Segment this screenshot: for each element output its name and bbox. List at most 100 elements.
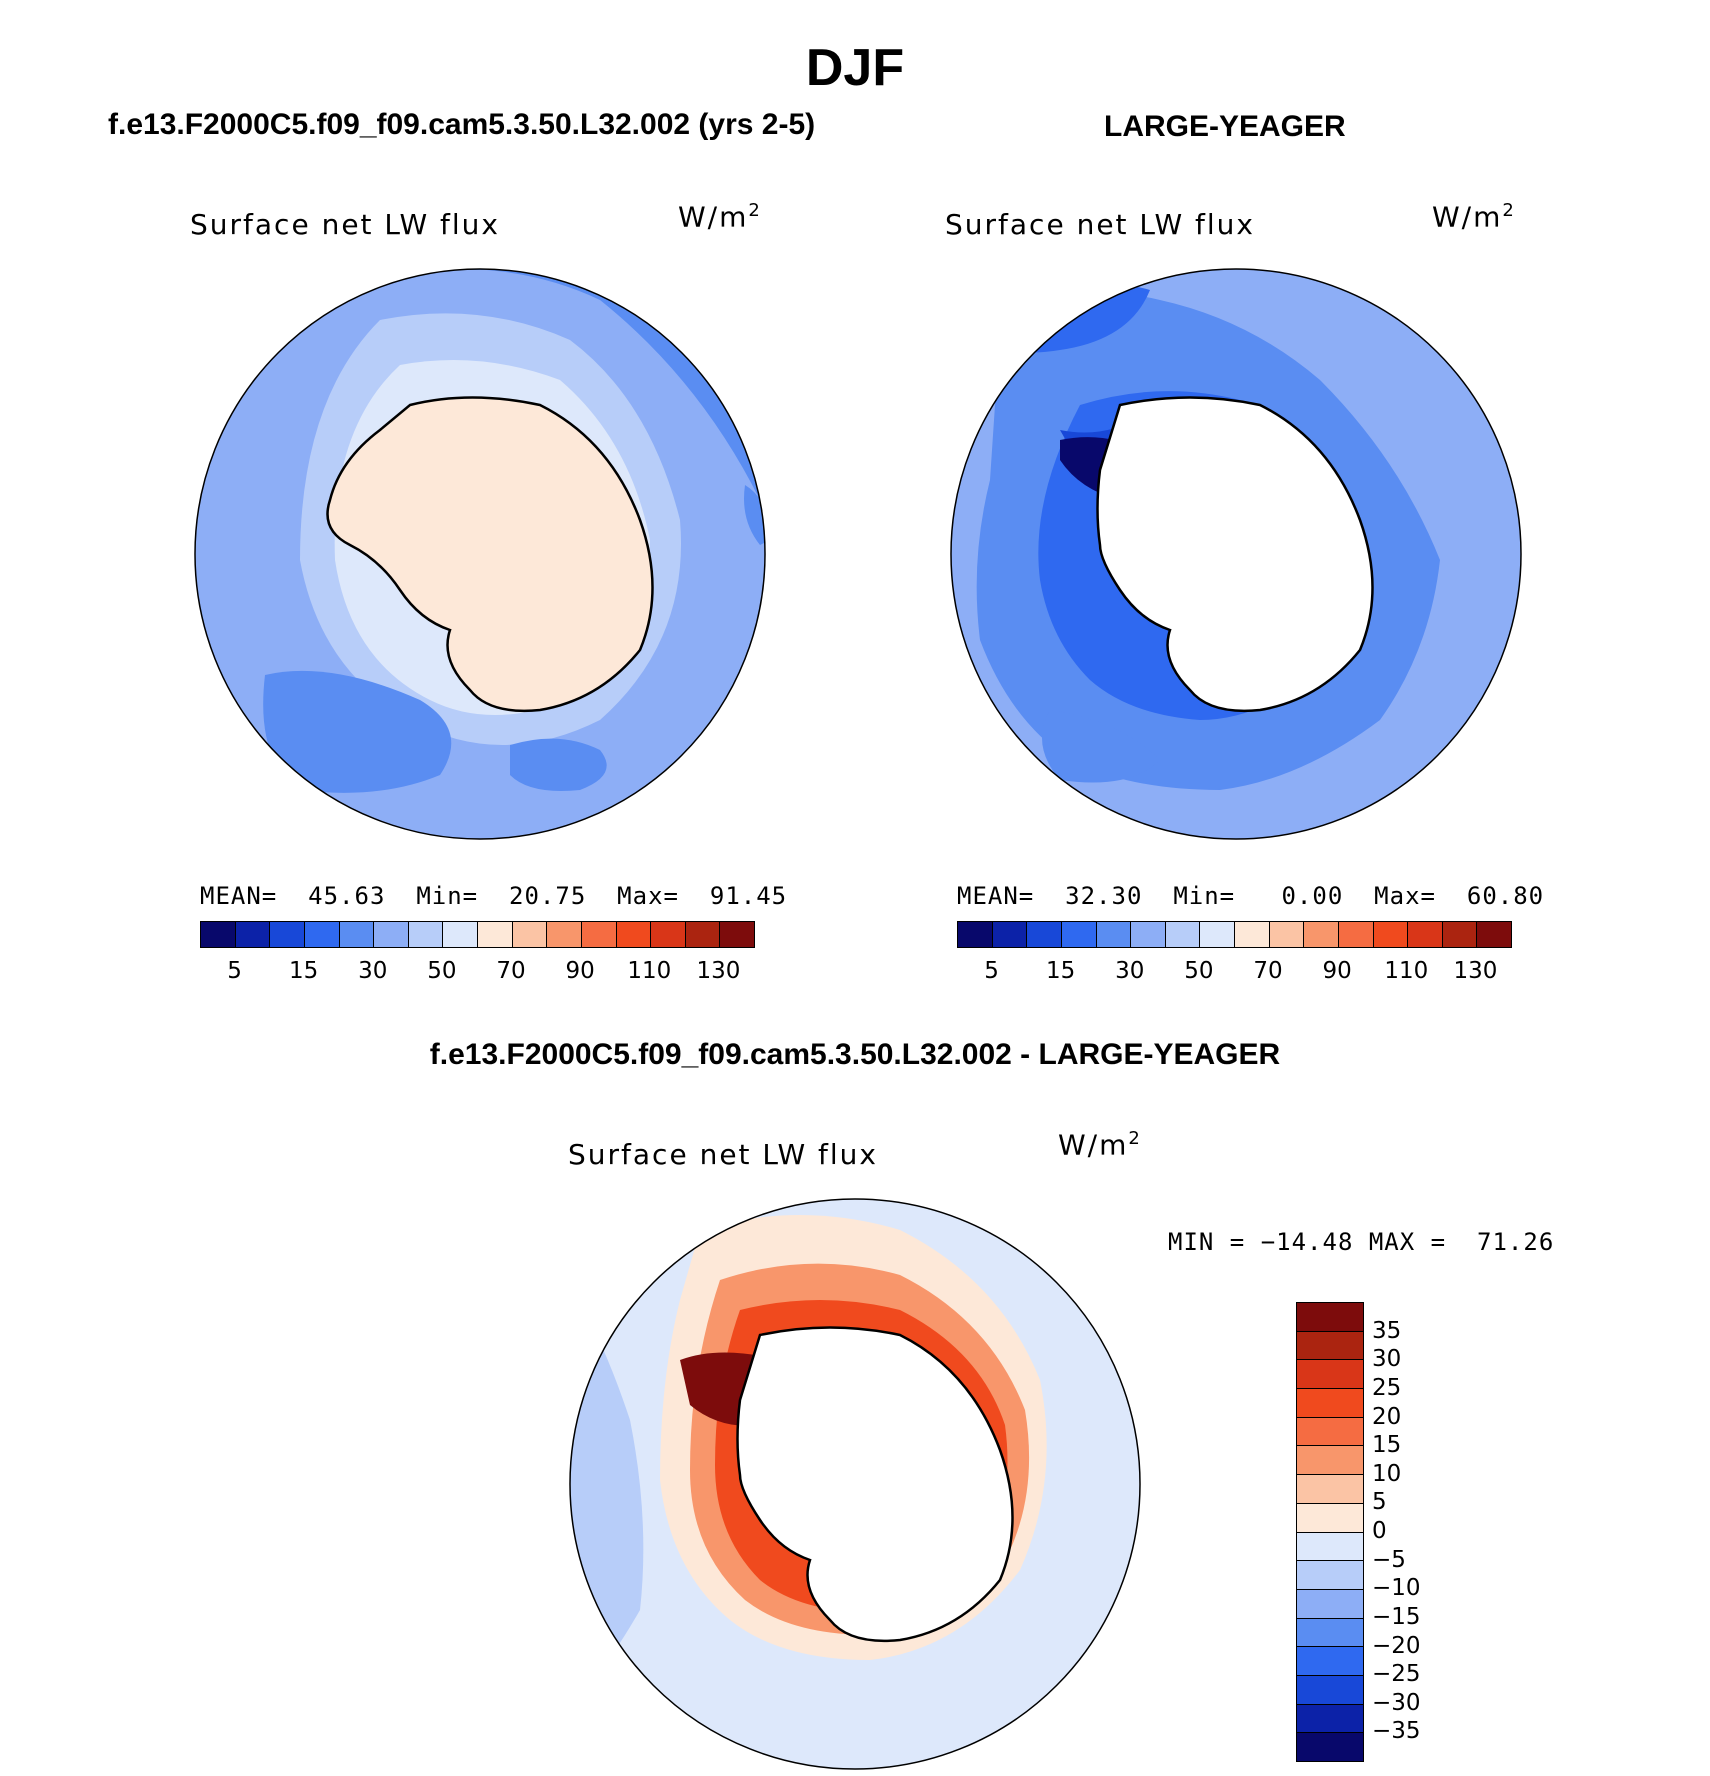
colorbar-swatch (270, 922, 305, 947)
colorbar-swatch (1200, 922, 1235, 947)
colorbar-swatch (1297, 1675, 1363, 1705)
colorbar-swatch (720, 922, 754, 947)
colorbar-swatch (1297, 1331, 1363, 1361)
colorbar-tick-label: −5 (1372, 1546, 1406, 1573)
colorbar-swatch (1061, 922, 1097, 947)
colorbar-tick-label: 5 (1372, 1489, 1387, 1516)
colorbar-swatch (1096, 922, 1132, 947)
left-map-band-inner (334, 360, 650, 715)
left-colorbar (200, 921, 755, 948)
colorbar-swatch (651, 922, 686, 947)
bottom-units: W/m2 (1058, 1128, 1142, 1162)
colorbar-swatch (443, 922, 478, 947)
left-units: W/m2 (678, 200, 762, 234)
bottom-map-antarctica (736, 1326, 1014, 1642)
colorbar-tick-label: 5 (984, 958, 999, 984)
colorbar-tick-label: 30 (358, 958, 388, 984)
colorbar-swatch (374, 922, 409, 947)
colorbar-tick-label: 50 (427, 958, 457, 984)
right-map-title: Surface net LW flux (945, 208, 1255, 241)
colorbar-swatch (1338, 922, 1374, 947)
bottom-map-warm-band-3 (715, 1300, 1008, 1612)
colorbar-swatch (1297, 1389, 1363, 1418)
colorbar-swatch (1297, 1589, 1363, 1619)
colorbar-tick-label: 35 (1372, 1317, 1402, 1344)
colorbar-tick-label: 0 (1372, 1518, 1387, 1544)
right-colorbar-ticks: 5 15 30 50 70 90 110 130 (957, 958, 1510, 988)
colorbar-swatch (1235, 922, 1270, 947)
colorbar-swatch (1131, 922, 1166, 947)
left-panel-subtitle: f.e13.F2000C5.f09_f09.cam5.3.50.L32.002 … (108, 108, 816, 141)
colorbar-swatch (304, 922, 340, 947)
colorbar-tick-label: 25 (1372, 1374, 1402, 1401)
right-stats: MEAN= 32.30 Min= 0.00 Max= 60.80 (957, 882, 1545, 910)
left-map-outer-band (195, 269, 765, 500)
colorbar-swatch (1408, 922, 1443, 947)
bottom-colorbar-ticks: 35 30 25 20 15 10 5 0 −5 −10 −15 −20 −25 −30 −35 (1372, 1302, 1462, 1760)
colorbar-swatch (581, 922, 617, 947)
colorbar-swatch (235, 922, 271, 947)
right-map-band-2 (1038, 391, 1356, 720)
colorbar-swatch (1297, 1446, 1363, 1476)
colorbar-swatch (1297, 1360, 1363, 1390)
colorbar-swatch (1027, 922, 1062, 947)
right-map-deep-patch (1060, 437, 1152, 500)
left-map-ocean (195, 269, 765, 839)
colorbar-swatch (1297, 1417, 1363, 1447)
colorbar-swatch (1297, 1303, 1363, 1332)
bottom-map-title: Surface net LW flux (568, 1138, 878, 1171)
colorbar-swatch (1297, 1733, 1363, 1761)
colorbar-tick-label: 10 (1372, 1460, 1402, 1487)
colorbar-swatch (1297, 1647, 1363, 1676)
colorbar-swatch (408, 922, 444, 947)
colorbar-tick-label: 70 (1253, 958, 1283, 984)
colorbar-tick-label: −10 (1372, 1575, 1421, 1602)
bottom-map-warm-band-outer (660, 1215, 1047, 1660)
left-map-ocean-patch-s (510, 738, 607, 791)
colorbar-tick-label: 15 (1046, 958, 1076, 984)
page-title: DJF (805, 39, 905, 97)
colorbar-tick-label: 30 (1115, 958, 1145, 984)
colorbar-tick-label: 15 (1372, 1432, 1402, 1459)
colorbar-swatch (1477, 922, 1511, 947)
right-colorbar (957, 921, 1512, 948)
right-map-nw-patch (970, 282, 1150, 353)
right-map-band-3 (1060, 410, 1165, 471)
colorbar-tick-label: −20 (1372, 1632, 1421, 1659)
left-stats: MEAN= 45.63 Min= 20.75 Max= 91.45 (200, 882, 788, 910)
right-map-ocean (951, 269, 1521, 839)
bottom-map-warm-band-2 (690, 1263, 1030, 1635)
colorbar-tick-label: −25 (1372, 1661, 1421, 1688)
colorbar-swatch (1297, 1704, 1363, 1734)
colorbar-tick-label: 70 (496, 958, 526, 984)
colorbar-swatch (1297, 1618, 1363, 1648)
colorbar-swatch (1297, 1503, 1363, 1533)
colorbar-tick-label: −15 (1372, 1603, 1421, 1630)
colorbar-swatch (1297, 1532, 1363, 1562)
right-map-band-1 (976, 294, 1440, 790)
colorbar-swatch (958, 922, 993, 947)
colorbar-swatch (616, 922, 652, 947)
colorbar-swatch (547, 922, 582, 947)
left-colorbar-ticks: 5 15 30 50 70 90 110 130 (200, 958, 753, 988)
left-map-ocean-patch-e (744, 485, 765, 545)
colorbar-swatch (339, 922, 375, 947)
colorbar-tick-label: 5 (227, 958, 242, 984)
bottom-panel-subtitle: f.e13.F2000C5.f09_f09.cam5.3.50.L32.002 … (429, 1038, 1281, 1071)
bottom-map-hot-patch (680, 1352, 783, 1426)
colorbar-swatch (478, 922, 513, 947)
right-map-antarctica (1096, 396, 1374, 712)
left-map-ocean-patch-sw (263, 670, 452, 793)
colorbar-swatch (1304, 922, 1339, 947)
colorbar-swatch (1165, 922, 1201, 947)
bottom-map-west-blue (570, 1290, 644, 1700)
right-panel-subtitle: LARGE-YEAGER (1104, 110, 1346, 143)
right-map-sw-patch (1042, 710, 1160, 783)
colorbar-swatch (685, 922, 721, 947)
left-map-title: Surface net LW flux (190, 208, 500, 241)
colorbar-tick-label: −30 (1372, 1689, 1421, 1716)
colorbar-tick-label: 50 (1184, 958, 1214, 984)
colorbar-swatch (1373, 922, 1409, 947)
colorbar-swatch (1297, 1475, 1363, 1504)
colorbar-swatch (1269, 922, 1305, 947)
